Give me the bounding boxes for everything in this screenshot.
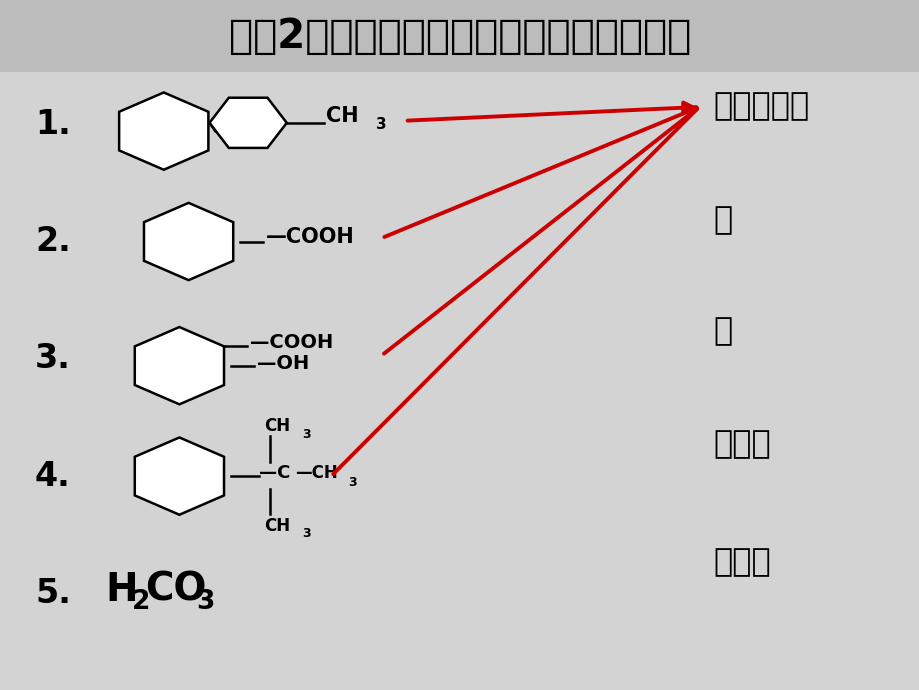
Bar <box>0 0 919 72</box>
Text: 3.: 3. <box>35 342 71 375</box>
Text: 2: 2 <box>131 589 150 615</box>
Text: 有机物: 有机物 <box>712 430 770 460</box>
Text: 5.: 5. <box>35 577 71 610</box>
Text: CO: CO <box>145 571 207 609</box>
Text: CH: CH <box>264 417 289 435</box>
Text: 2.: 2. <box>35 225 71 258</box>
Text: 1.: 1. <box>35 108 71 141</box>
Polygon shape <box>144 203 233 280</box>
Text: 练习2：按交叉分类法将下列物质进行分类: 练习2：按交叉分类法将下列物质进行分类 <box>229 17 690 57</box>
Text: —C: —C <box>259 464 290 482</box>
Polygon shape <box>119 92 208 170</box>
Text: CH: CH <box>326 106 358 126</box>
Text: —CH: —CH <box>295 464 337 482</box>
Polygon shape <box>135 437 223 515</box>
Text: —COOH: —COOH <box>266 227 354 246</box>
Text: 3: 3 <box>347 477 356 489</box>
Text: CH: CH <box>264 517 289 535</box>
Text: —COOH: —COOH <box>249 333 333 353</box>
Polygon shape <box>210 98 287 148</box>
Text: 无机物: 无机物 <box>712 547 770 578</box>
Text: —OH: —OH <box>256 354 309 373</box>
Text: 烃: 烃 <box>712 206 732 236</box>
Text: 4.: 4. <box>35 460 71 493</box>
Text: 3: 3 <box>376 117 386 132</box>
Polygon shape <box>135 327 223 404</box>
Text: 酸: 酸 <box>712 316 732 346</box>
Text: 3: 3 <box>196 589 214 615</box>
Text: 环状化合物: 环状化合物 <box>712 92 809 122</box>
Text: 3: 3 <box>301 428 311 441</box>
Text: H: H <box>106 571 138 609</box>
Text: 3: 3 <box>301 527 311 540</box>
